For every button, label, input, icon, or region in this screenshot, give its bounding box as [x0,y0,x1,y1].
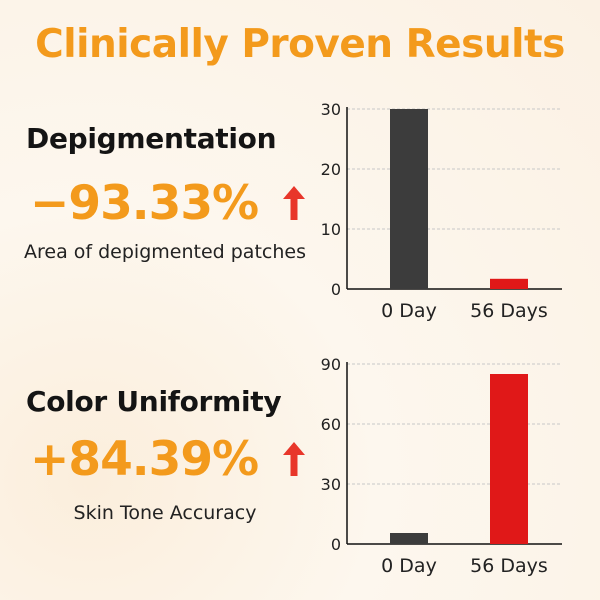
color-uniformity-stat: +84.39% [30,432,259,487]
y-tick-label: 0 [331,535,341,554]
bar-56-days [490,374,528,544]
color-uniformity-caption: Skin Tone Accuracy [73,502,257,524]
bar-0-day [390,109,428,289]
depigmentation-caption: Area of depigmented patches [24,241,306,263]
depigmentation-heading: Depigmentation [26,122,277,155]
x-category-label: 56 Days [470,555,548,577]
page-title: Clinically Proven Results [35,22,565,67]
depigmentation-bar-chart: 0 10 20 30 0 Day 56 Days [321,100,562,322]
x-category-label: 0 Day [381,555,437,577]
depigmentation-stat: −93.33% [30,176,259,231]
y-tick-label: 90 [321,355,341,374]
arrow-up-icon [283,442,305,476]
y-tick-label: 0 [331,280,341,299]
bar-0-day [390,533,428,544]
x-category-label: 56 Days [470,300,548,322]
y-tick-label: 10 [321,220,341,239]
color-uniformity-bar-chart: 0 30 60 90 0 Day 56 Days [321,355,562,577]
x-category-label: 0 Day [381,300,437,322]
arrow-up-icon [283,186,305,220]
color-uniformity-heading: Color Uniformity [26,385,282,418]
y-tick-label: 30 [321,475,341,494]
y-tick-label: 60 [321,415,341,434]
y-tick-label: 20 [321,160,341,179]
y-tick-label: 30 [321,100,341,119]
bar-56-days [490,278,528,289]
